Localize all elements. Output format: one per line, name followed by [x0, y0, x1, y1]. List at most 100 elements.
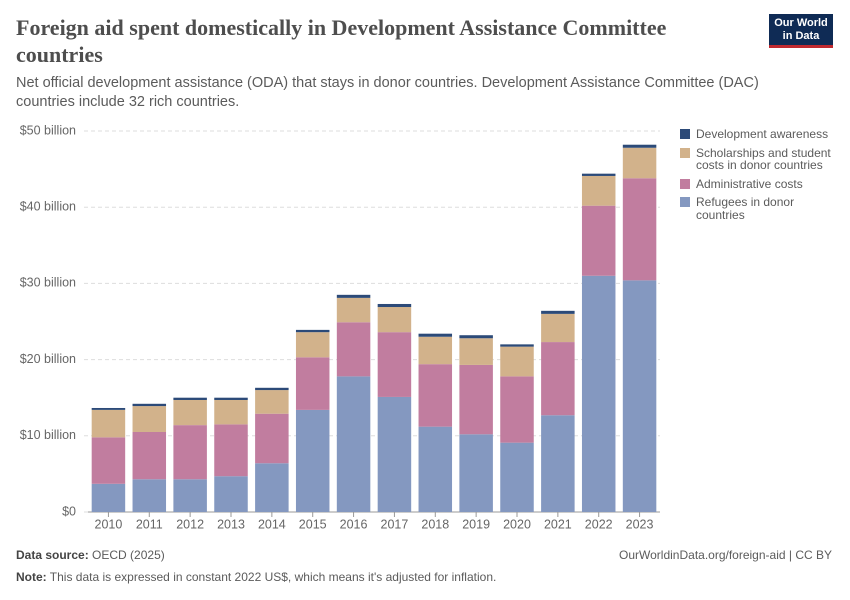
bar-segment — [295, 357, 330, 410]
bar-segment — [173, 399, 207, 426]
bar-segment — [622, 144, 657, 148]
bar-segment — [622, 147, 657, 179]
x-tick-label: 2019 — [462, 517, 490, 531]
bar-segment — [295, 329, 330, 333]
bar-segment — [377, 396, 412, 512]
bar-segment — [459, 434, 493, 512]
x-tick-label: 2020 — [503, 517, 531, 531]
bar-segment — [173, 397, 207, 400]
y-tick-label: $50 billion — [20, 123, 76, 137]
legend-item[interactable]: Refugees in donor countries — [680, 196, 840, 221]
bar-segment — [377, 303, 412, 308]
bar-segment — [581, 175, 616, 206]
x-tick-label: 2012 — [176, 517, 204, 531]
url[interactable]: OurWorldinData.org/foreign-aid | CC BY — [619, 548, 832, 562]
x-tick-label: 2015 — [299, 517, 327, 531]
note: Note: This data is expressed in constant… — [16, 570, 496, 584]
y-tick-label: $30 billion — [20, 276, 76, 290]
legend-item[interactable]: Development awareness — [680, 128, 840, 141]
bar-segment — [500, 346, 534, 377]
bar-segment — [255, 413, 289, 464]
x-tick-label: 2023 — [626, 517, 654, 531]
bar-segment — [459, 338, 493, 365]
y-tick-label: $40 billion — [20, 199, 76, 213]
bar-segment — [418, 426, 453, 512]
bar-segment — [91, 407, 126, 410]
bar-segment — [500, 376, 534, 443]
bar-segment — [581, 275, 616, 512]
legend-label: Administrative costs — [696, 176, 803, 191]
bar-segment — [132, 403, 167, 407]
chart-subtitle: Net official development assistance (ODA… — [16, 75, 759, 110]
bar-segment — [541, 415, 575, 512]
bar-segment — [214, 424, 248, 477]
bar-segment — [581, 173, 616, 176]
legend-item[interactable]: Administrative costs — [680, 176, 840, 191]
bar-segment — [173, 425, 207, 480]
x-tick-label: 2018 — [421, 517, 449, 531]
bar-segment — [336, 322, 371, 377]
x-tick-label: 2022 — [585, 517, 613, 531]
bar-segment — [214, 397, 248, 400]
bar-segment — [459, 335, 493, 339]
y-tick-label: $0 — [62, 504, 76, 518]
bar-segment — [418, 333, 453, 337]
bar-segment — [622, 178, 657, 281]
note-label: Note: — [16, 570, 47, 584]
bar-segment — [255, 390, 289, 414]
bar-segment — [295, 409, 330, 512]
legend-label: Refugees in donor countries — [696, 195, 795, 222]
bar-segment — [500, 442, 534, 512]
x-tick-label: 2013 — [217, 517, 245, 531]
bar-segment — [418, 336, 453, 365]
bar-segment — [132, 406, 167, 432]
legend-label: Development awareness — [696, 127, 829, 141]
bar-segment — [132, 431, 167, 480]
bar-segment — [336, 297, 371, 323]
bar-segment — [255, 387, 289, 391]
legend-item[interactable]: Scholarships and student costs in donor … — [680, 145, 840, 172]
chart-title: Foreign aid spent domestically in Develo… — [16, 15, 667, 67]
note-text: This data is expressed in constant 2022 … — [49, 570, 497, 584]
bar-segment — [91, 409, 126, 438]
bar-segment — [541, 310, 575, 314]
bar-segment — [541, 313, 575, 343]
legend-swatch — [680, 147, 690, 158]
bar-segment — [459, 364, 493, 435]
bar-segment — [91, 437, 126, 484]
legend: Development awareness Scholarships and st… — [680, 128, 840, 227]
legend-swatch — [680, 129, 690, 139]
bar-segment — [377, 332, 412, 397]
x-tick-label: 2017 — [381, 517, 409, 531]
logo[interactable]: Our World in Data — [769, 14, 833, 48]
bar-segment — [418, 364, 453, 427]
bar-segment — [91, 483, 126, 512]
x-tick-label: 2016 — [340, 517, 368, 531]
source-label: Data source: — [16, 548, 89, 562]
bar-segment — [214, 399, 248, 425]
bar-segment — [541, 342, 575, 416]
legend-swatch — [680, 178, 690, 189]
y-tick-label: $10 billion — [20, 428, 76, 442]
bar-segment — [336, 376, 371, 512]
legend-swatch — [680, 197, 690, 207]
x-tick-label: 2014 — [258, 517, 286, 531]
x-tick-label: 2011 — [136, 517, 163, 531]
x-tick-label: 2021 — [544, 517, 572, 531]
bar-segment — [255, 463, 289, 512]
source-text: OECD (2025) — [92, 548, 165, 562]
bar-segment — [336, 294, 371, 298]
bar-segment — [622, 280, 657, 512]
bar-segment — [500, 344, 534, 347]
bar-segment — [132, 479, 167, 512]
bar-segment — [173, 479, 207, 512]
bar-segment — [295, 332, 330, 358]
x-tick-label: 2010 — [95, 517, 123, 531]
y-tick-label: $20 billion — [20, 352, 76, 366]
bar-segment — [377, 307, 412, 333]
legend-label: Scholarships and student costs in donor … — [696, 145, 831, 172]
bar-segment — [581, 205, 616, 276]
source: Data source: OECD (2025) — [16, 548, 165, 562]
